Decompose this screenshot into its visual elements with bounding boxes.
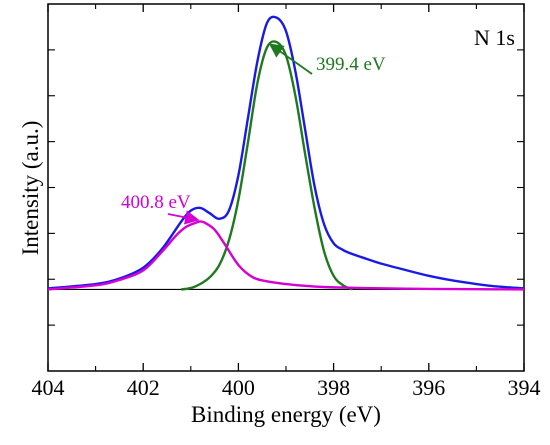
series-line-envelope bbox=[47, 15, 525, 290]
annotation-400-8-arrow bbox=[167, 210, 200, 225]
annotation-399-4-arrow bbox=[268, 43, 313, 75]
series-line-peak-399.4 bbox=[181, 40, 354, 291]
x-tick-label-398: 398 bbox=[317, 375, 350, 400]
x-tick-labels: 404 402 400 398 396 394 bbox=[32, 375, 541, 400]
x-tick-label-396: 396 bbox=[412, 375, 445, 400]
x-tick-label-394: 394 bbox=[508, 375, 541, 400]
annotation-400-8-label: 400.8 eV bbox=[121, 192, 191, 213]
series-group bbox=[47, 15, 525, 291]
x-tick-label-404: 404 bbox=[32, 375, 65, 400]
x-axis-title: Binding energy (eV) bbox=[191, 402, 381, 427]
x-tick-label-400: 400 bbox=[222, 375, 255, 400]
annotation-399-4: 399.4 eV bbox=[268, 43, 386, 75]
series-line-peak-400.8 bbox=[47, 220, 525, 291]
y-axis-title: Intensity (a.u.) bbox=[18, 121, 43, 256]
panel-label: N 1s bbox=[474, 25, 515, 50]
x-tick-label-402: 402 bbox=[127, 375, 160, 400]
annotation-399-4-label: 399.4 eV bbox=[316, 54, 386, 75]
annotation-400-8: 400.8 eV bbox=[121, 192, 200, 225]
axis-ticks bbox=[47, 4, 525, 371]
